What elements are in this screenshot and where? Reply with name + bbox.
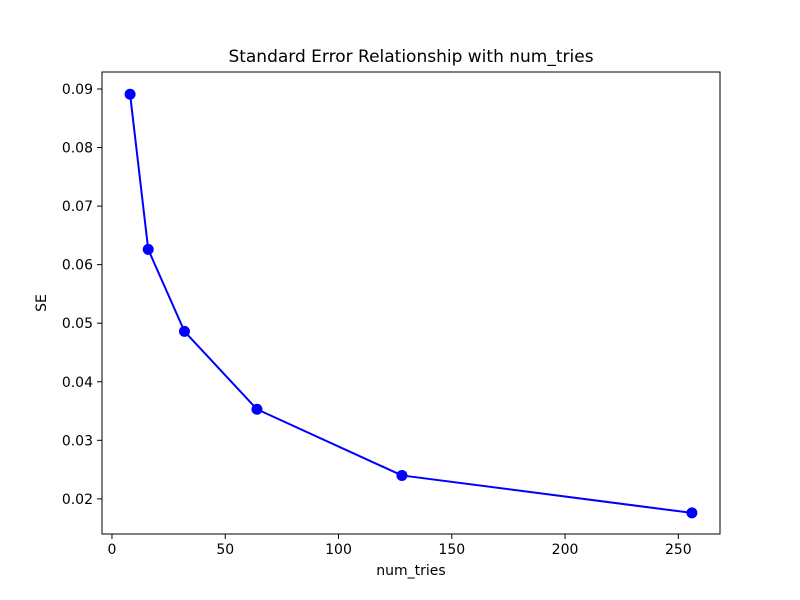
data-point bbox=[251, 403, 263, 415]
chart-title: Standard Error Relationship with num_tri… bbox=[228, 47, 593, 67]
se-line-series bbox=[124, 88, 698, 519]
x-tick-label: 50 bbox=[216, 542, 234, 558]
data-point bbox=[124, 88, 136, 100]
se-line bbox=[129, 94, 693, 514]
y-tick-label: 0.07 bbox=[62, 199, 93, 215]
axes-spines bbox=[101, 71, 721, 535]
data-point bbox=[178, 325, 190, 337]
x-axis-ticks: 0 50 100 150 200 250 bbox=[108, 534, 692, 558]
y-tick-label: 0.03 bbox=[62, 433, 93, 449]
y-tick-label: 0.06 bbox=[62, 258, 93, 274]
x-tick-label: 100 bbox=[325, 542, 352, 558]
y-tick-label: 0.05 bbox=[62, 316, 93, 332]
y-axis-ticks: 0.02 0.03 0.04 0.05 0.06 0.07 0.08 0.09 bbox=[62, 82, 102, 508]
x-tick-label: 200 bbox=[552, 542, 579, 558]
plot-box bbox=[101, 71, 721, 535]
data-point bbox=[396, 469, 408, 481]
y-axis-label: SE bbox=[34, 294, 50, 312]
data-point bbox=[142, 243, 154, 255]
y-tick-label: 0.08 bbox=[62, 141, 93, 157]
x-axis-label: num_tries bbox=[376, 563, 445, 579]
x-tick-label: 0 bbox=[108, 542, 117, 558]
y-tick-label: 0.02 bbox=[62, 492, 93, 508]
x-tick-label: 250 bbox=[665, 542, 692, 558]
y-tick-label: 0.09 bbox=[62, 82, 93, 98]
x-tick-label: 150 bbox=[438, 542, 465, 558]
data-point bbox=[686, 507, 698, 519]
y-tick-label: 0.04 bbox=[62, 375, 93, 391]
